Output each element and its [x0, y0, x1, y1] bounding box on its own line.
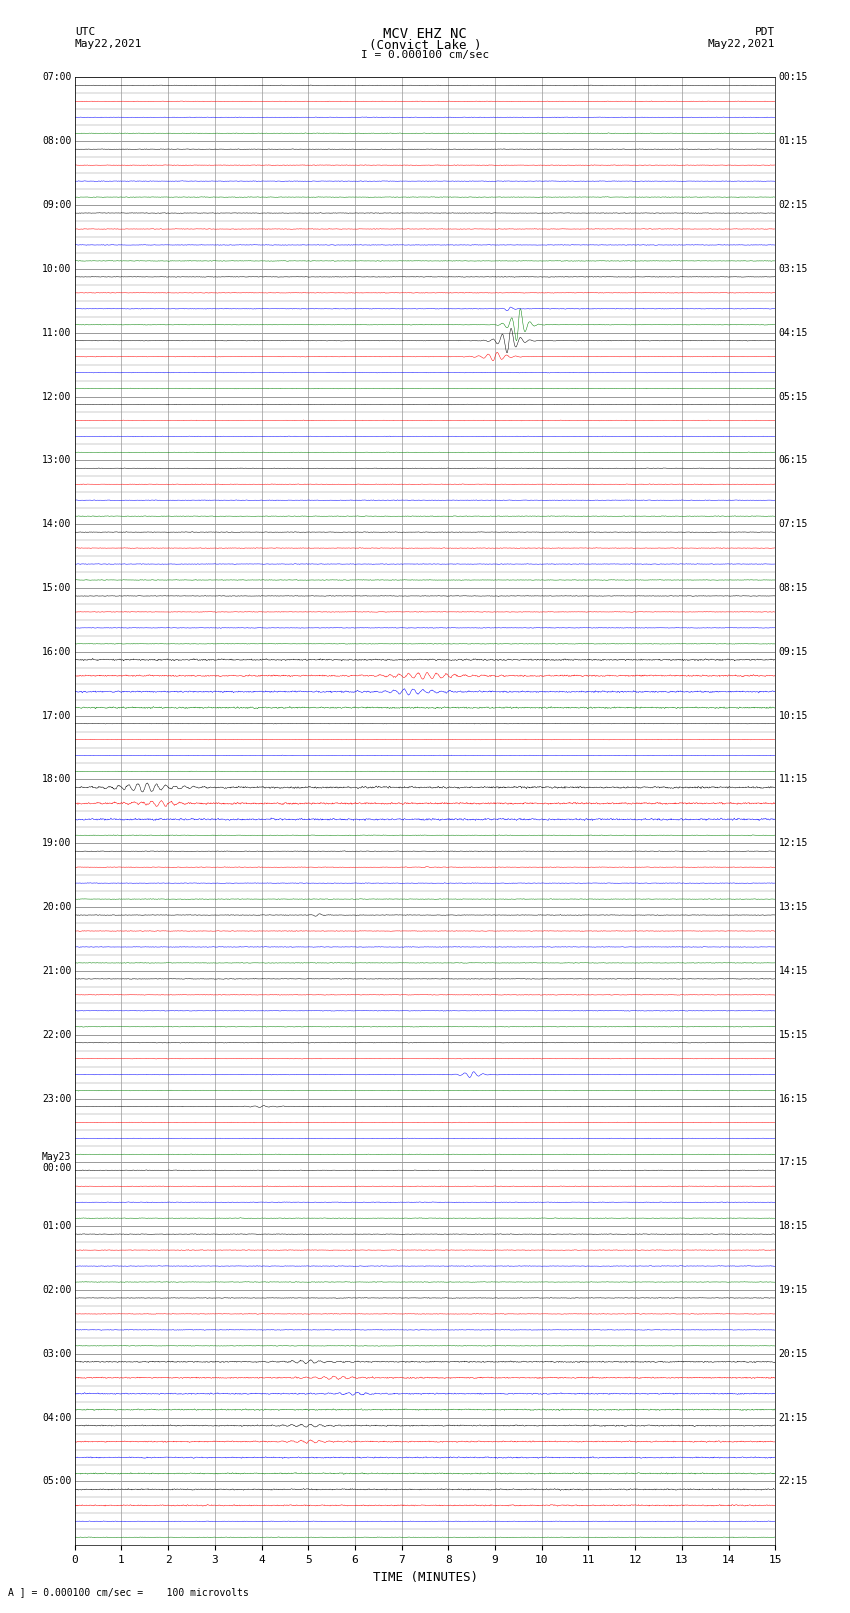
Text: 08:15: 08:15	[779, 582, 808, 594]
Text: 13:15: 13:15	[779, 902, 808, 911]
Text: 19:15: 19:15	[779, 1286, 808, 1295]
Text: A ] = 0.000100 cm/sec =    100 microvolts: A ] = 0.000100 cm/sec = 100 microvolts	[8, 1587, 249, 1597]
Text: 22:15: 22:15	[779, 1476, 808, 1487]
Text: 16:15: 16:15	[779, 1094, 808, 1103]
Text: 06:15: 06:15	[779, 455, 808, 465]
Text: 01:00: 01:00	[42, 1221, 71, 1231]
Text: 10:00: 10:00	[42, 265, 71, 274]
Text: May22,2021: May22,2021	[75, 39, 142, 48]
X-axis label: TIME (MINUTES): TIME (MINUTES)	[372, 1571, 478, 1584]
Text: 05:00: 05:00	[42, 1476, 71, 1487]
Text: 00:15: 00:15	[779, 73, 808, 82]
Text: 23:00: 23:00	[42, 1094, 71, 1103]
Text: I = 0.000100 cm/sec: I = 0.000100 cm/sec	[361, 50, 489, 60]
Text: 03:15: 03:15	[779, 265, 808, 274]
Text: 17:00: 17:00	[42, 711, 71, 721]
Text: 07:00: 07:00	[42, 73, 71, 82]
Text: 14:15: 14:15	[779, 966, 808, 976]
Text: (Convict Lake ): (Convict Lake )	[369, 39, 481, 52]
Text: 09:15: 09:15	[779, 647, 808, 656]
Text: 17:15: 17:15	[779, 1158, 808, 1168]
Text: 09:00: 09:00	[42, 200, 71, 210]
Text: 07:15: 07:15	[779, 519, 808, 529]
Text: 15:15: 15:15	[779, 1029, 808, 1040]
Text: 04:15: 04:15	[779, 327, 808, 337]
Text: 12:00: 12:00	[42, 392, 71, 402]
Text: May23
00:00: May23 00:00	[42, 1152, 71, 1173]
Text: May22,2021: May22,2021	[708, 39, 775, 48]
Text: 20:15: 20:15	[779, 1348, 808, 1358]
Text: 11:15: 11:15	[779, 774, 808, 784]
Text: 18:00: 18:00	[42, 774, 71, 784]
Text: PDT: PDT	[755, 27, 775, 37]
Text: 12:15: 12:15	[779, 839, 808, 848]
Text: 02:15: 02:15	[779, 200, 808, 210]
Text: 15:00: 15:00	[42, 582, 71, 594]
Text: 18:15: 18:15	[779, 1221, 808, 1231]
Text: 21:00: 21:00	[42, 966, 71, 976]
Text: MCV EHZ NC: MCV EHZ NC	[383, 27, 467, 42]
Text: 04:00: 04:00	[42, 1413, 71, 1423]
Text: 14:00: 14:00	[42, 519, 71, 529]
Text: UTC: UTC	[75, 27, 95, 37]
Text: 21:15: 21:15	[779, 1413, 808, 1423]
Text: 02:00: 02:00	[42, 1286, 71, 1295]
Text: 22:00: 22:00	[42, 1029, 71, 1040]
Text: 16:00: 16:00	[42, 647, 71, 656]
Text: 19:00: 19:00	[42, 839, 71, 848]
Text: 20:00: 20:00	[42, 902, 71, 911]
Text: 01:15: 01:15	[779, 135, 808, 147]
Text: 05:15: 05:15	[779, 392, 808, 402]
Text: 10:15: 10:15	[779, 711, 808, 721]
Text: 11:00: 11:00	[42, 327, 71, 337]
Text: 08:00: 08:00	[42, 135, 71, 147]
Text: 13:00: 13:00	[42, 455, 71, 465]
Text: 03:00: 03:00	[42, 1348, 71, 1358]
